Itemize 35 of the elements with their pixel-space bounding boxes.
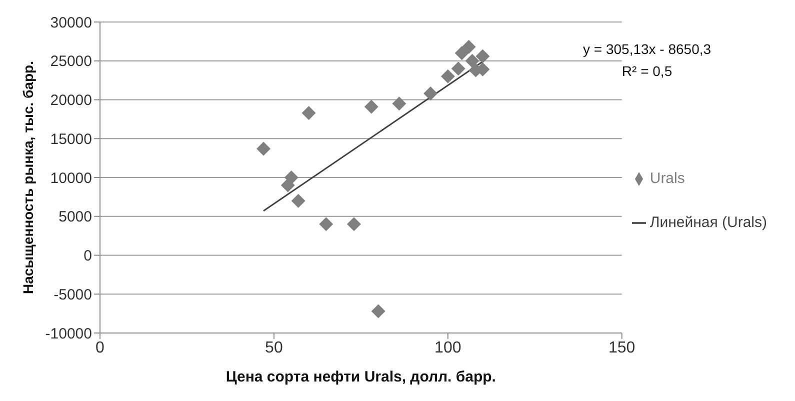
y-tick-label: 15000: [50, 130, 92, 148]
legend-label: Линейная (Urals): [650, 214, 767, 230]
y-tick-label: 10000: [50, 170, 92, 187]
y-tick-label: 5000: [58, 208, 92, 226]
x-tick-label: 50: [265, 339, 283, 356]
point: [440, 69, 455, 84]
point: [465, 54, 480, 68]
point: [476, 49, 490, 64]
point: [462, 40, 476, 54]
point: [371, 304, 386, 318]
point: [392, 96, 406, 111]
y-tick-label: 25000: [50, 53, 92, 70]
point: [346, 217, 361, 232]
point: [291, 194, 306, 208]
x-tick-label: 150: [608, 339, 636, 356]
point: [284, 170, 298, 184]
point: [424, 86, 438, 101]
point: [364, 100, 378, 114]
point: [319, 217, 334, 232]
point: [454, 46, 469, 60]
y-tick-label: 0: [84, 248, 92, 265]
point: [451, 62, 466, 76]
y-tick-label: -10000: [45, 325, 92, 342]
x-tick-label: 100: [434, 339, 462, 356]
text: R² = 0,5: [620, 62, 674, 81]
x-tick-label: 0: [96, 339, 105, 356]
legend-label: Urals: [650, 170, 685, 186]
x-axis-title: Цена сорта нефти Urals, долл. барр.: [226, 368, 496, 386]
point: [256, 142, 271, 156]
point: [302, 106, 316, 120]
annotation: y = 305,13x - 8650,3: [583, 40, 712, 59]
y-axis-title: Насыщенность рынка, тыс. барр.: [20, 61, 36, 294]
y-tick-label: -5000: [54, 286, 92, 304]
y-tick-label: 20000: [50, 92, 92, 110]
y-tick-label: 30000: [50, 14, 92, 32]
